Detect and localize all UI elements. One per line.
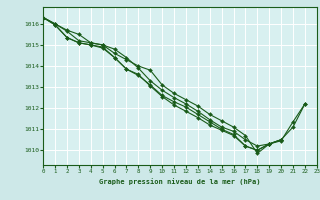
X-axis label: Graphe pression niveau de la mer (hPa): Graphe pression niveau de la mer (hPa) [99, 178, 261, 185]
